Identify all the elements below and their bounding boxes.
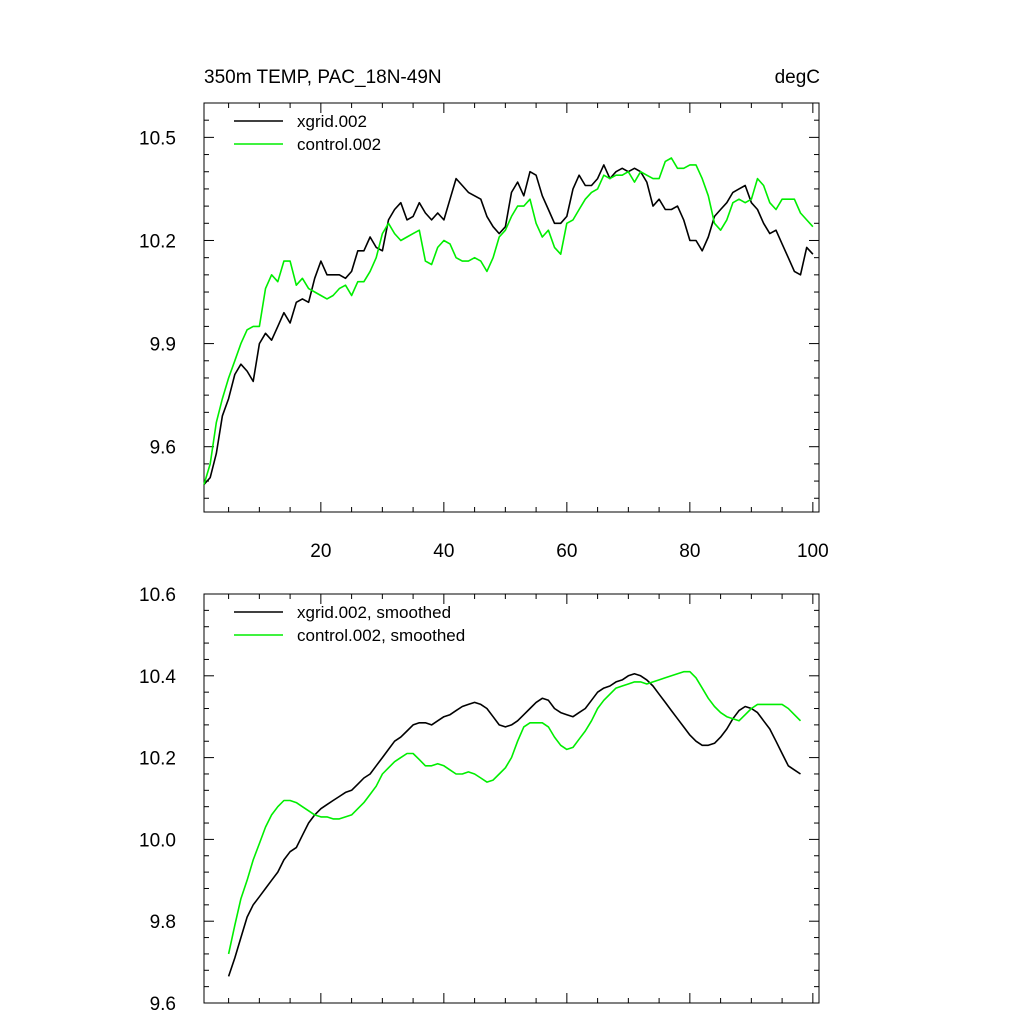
tick-group: 9.6 9.8 10.0 10.2 10.4 10.6 [139, 585, 819, 1015]
series-line-xgrid [227, 672, 801, 977]
plot-frame [203, 593, 820, 1004]
series-group [203, 157, 814, 486]
legend-label-xgrid: xgrid.002 [297, 112, 367, 131]
y-tick-label: 9.6 [150, 438, 176, 459]
series-line-control [227, 670, 802, 955]
x-tick-label: 40 [433, 541, 454, 562]
y-tick-label: 10.6 [139, 585, 176, 606]
x-tick-label: 60 [556, 541, 577, 562]
y-tick-label: 9.9 [150, 335, 176, 356]
series-line-xgrid [203, 164, 814, 486]
legend: xgrid.002 control.002 [234, 112, 381, 154]
x-tick-label: 100 [797, 541, 829, 562]
tick-group: 20 40 60 80 100 9.6 9.9 10.2 10.5 [139, 102, 829, 562]
bottom-panel: 9.6 9.8 10.0 10.2 10.4 10.6 xgrid.002, smooth… [139, 585, 820, 1015]
y-tick-label: 9.6 [150, 994, 176, 1015]
units-label: degC [775, 67, 820, 88]
legend-label-xgrid-smoothed: xgrid.002, smoothed [297, 603, 451, 622]
plot-frame [203, 102, 820, 513]
top-panel: 350m TEMP, PAC_18N-49N degC 20 40 60 80 100 9… [139, 67, 829, 562]
y-tick-label: 10.2 [139, 231, 176, 252]
legend: xgrid.002, smoothed control.002, smoothe… [234, 603, 465, 645]
x-tick-label: 20 [310, 541, 331, 562]
y-tick-label: 10.4 [139, 667, 176, 688]
x-tick-label: 80 [679, 541, 700, 562]
y-tick-label: 10.2 [139, 749, 176, 770]
legend-label-control: control.002 [297, 135, 381, 154]
y-tick-label: 10.0 [139, 830, 176, 851]
legend-label-control-smoothed: control.002, smoothed [297, 626, 465, 645]
series-line-control [203, 157, 814, 485]
series-group [227, 670, 802, 977]
y-tick-label: 10.5 [139, 128, 176, 149]
chart-title: 350m TEMP, PAC_18N-49N [204, 67, 442, 88]
y-tick-label: 9.8 [150, 912, 176, 933]
